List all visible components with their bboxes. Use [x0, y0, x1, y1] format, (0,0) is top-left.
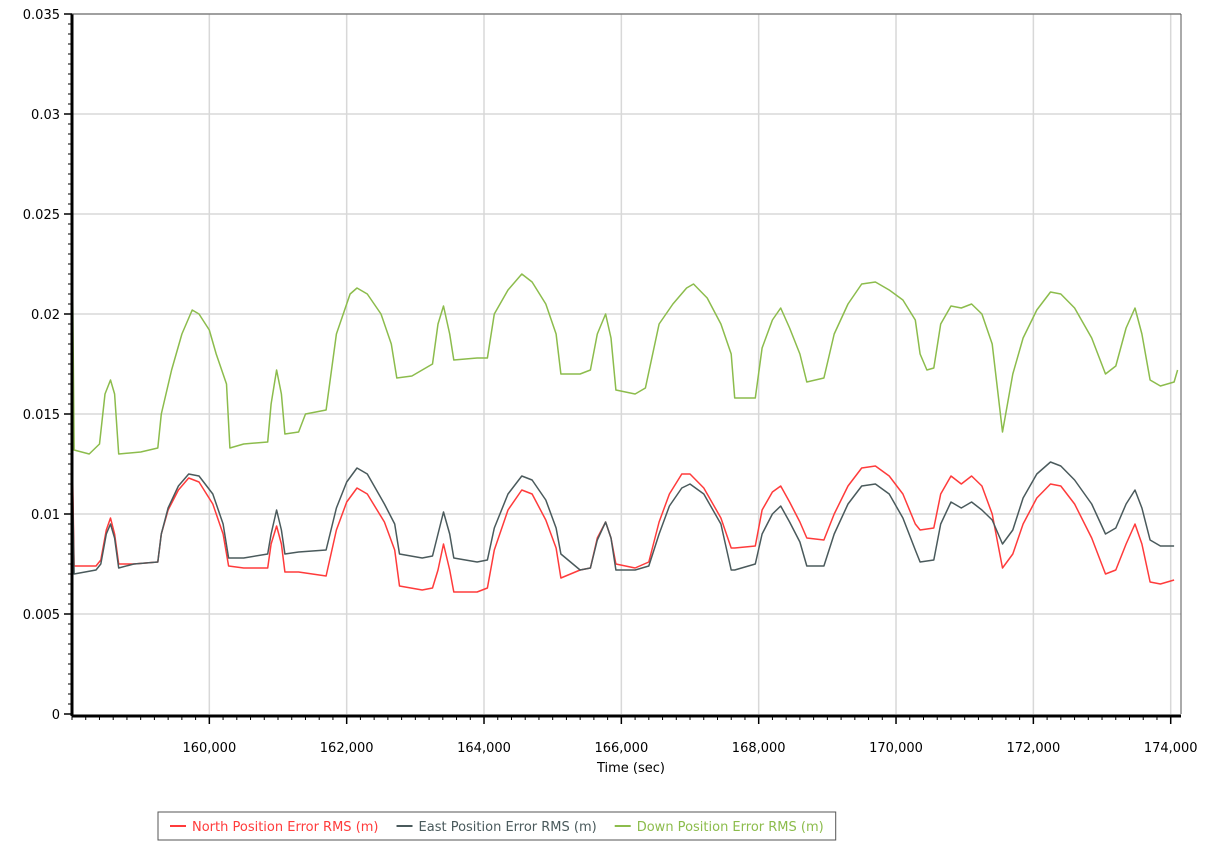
y-tick-label: 0.035 — [23, 8, 60, 23]
y-tick-label: 0 — [52, 708, 60, 723]
series-line-3 — [71, 213, 1179, 455]
x-tick-label: 160,000 — [182, 741, 236, 756]
y-tick-label: 0.025 — [23, 208, 60, 223]
y-tick-label: 0.03 — [31, 108, 60, 123]
legend-label-3: Down Position Error RMS (m) — [637, 820, 824, 835]
y-tick-label: 0.005 — [23, 608, 60, 623]
legend-label-1: North Position Error RMS (m) — [192, 820, 379, 835]
legend-label-2: East Position Error RMS (m) — [419, 820, 597, 835]
x-tick-label: 162,000 — [320, 741, 374, 756]
x-axis-title: Time (sec) — [596, 761, 665, 776]
x-tick-label: 166,000 — [594, 741, 648, 756]
x-tick-label: 174,000 — [1144, 741, 1198, 756]
legend-box — [157, 811, 837, 841]
x-tick-label: 172,000 — [1006, 741, 1060, 756]
x-tick-label: 164,000 — [457, 741, 511, 756]
grid-lines — [72, 13, 1181, 714]
x-tick-label: 168,000 — [732, 741, 786, 756]
y-tick-labels: 0 0.005 0.01 0.015 0.02 0.025 0.03 0.035 — [23, 8, 60, 723]
y-tick-label: 0.015 — [23, 408, 60, 423]
y-tick-label: 0.01 — [31, 508, 60, 523]
series-line-2 — [71, 449, 1175, 575]
legend: North Position Error RMS (m) East Positio… — [157, 811, 837, 841]
axes — [64, 13, 1182, 724]
series-lines — [71, 213, 1179, 593]
series-line-1 — [71, 437, 1175, 593]
x-tick-labels: 160,000 162,000 164,000 166,000 168,000 170,0… — [182, 741, 1197, 756]
y-tick-label: 0.02 — [31, 308, 60, 323]
x-tick-label: 170,000 — [869, 741, 923, 756]
